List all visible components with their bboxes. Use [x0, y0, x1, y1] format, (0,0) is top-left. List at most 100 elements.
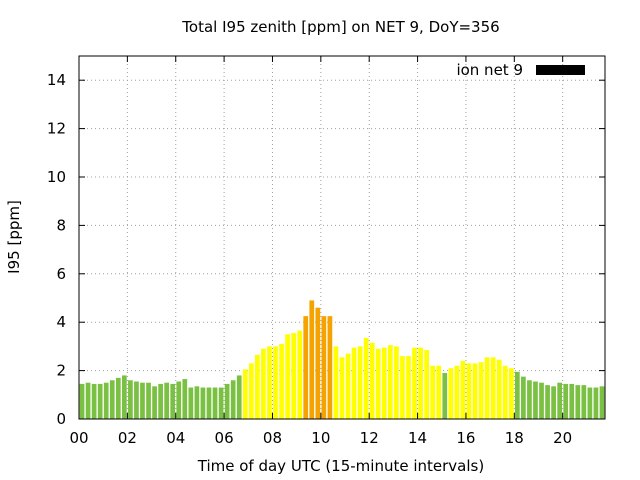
- x-tick-label: 04: [166, 429, 185, 447]
- bar: [448, 368, 454, 419]
- bar: [581, 385, 587, 419]
- bar: [508, 368, 514, 419]
- bar: [242, 369, 248, 419]
- bar: [97, 383, 103, 419]
- legend: ion net 9: [456, 61, 585, 79]
- bar: [460, 360, 466, 419]
- y-tick-label: 14: [47, 71, 66, 89]
- bar: [291, 333, 296, 419]
- legend-label: ion net 9: [456, 61, 523, 79]
- bar: [394, 346, 399, 419]
- bar: [339, 357, 345, 419]
- x-tick-label: 16: [456, 429, 475, 447]
- bar: [91, 383, 97, 419]
- y-tick-label: 0: [56, 410, 66, 428]
- y-axis-label: I95 [ppm]: [5, 200, 23, 274]
- bar: [442, 373, 448, 419]
- bar: [400, 356, 405, 419]
- bar: [200, 387, 206, 419]
- x-axis-label: Time of day UTC (15-minute intervals): [197, 457, 484, 475]
- bar: [563, 383, 569, 419]
- bar: [418, 347, 423, 419]
- bar: [158, 383, 163, 419]
- bar: [375, 348, 381, 419]
- bar: [218, 387, 224, 419]
- y-tick-label: 2: [56, 362, 66, 380]
- bar: [188, 387, 194, 419]
- bar: [527, 380, 532, 419]
- bar: [267, 346, 272, 419]
- bar: [128, 380, 133, 419]
- bar: [502, 365, 508, 419]
- bar: [575, 385, 581, 419]
- bar: [261, 348, 266, 419]
- bar: [321, 316, 327, 419]
- bar: [182, 379, 188, 419]
- bar: [557, 382, 563, 419]
- bar: [134, 381, 139, 419]
- bar: [490, 357, 496, 419]
- bar: [351, 347, 357, 419]
- bar: [115, 377, 121, 419]
- grid: [79, 56, 605, 419]
- bar: [412, 347, 417, 419]
- bar: [248, 363, 254, 419]
- x-tick-label: 10: [311, 429, 330, 447]
- y-tick-label: 8: [56, 216, 66, 234]
- bar: [406, 356, 411, 419]
- bar: [309, 300, 315, 419]
- bar: [303, 316, 309, 419]
- legend-swatch: [536, 65, 585, 75]
- bar: [514, 371, 520, 419]
- bar: [109, 380, 115, 419]
- bar: [569, 383, 575, 419]
- bar: [478, 362, 484, 419]
- bar: [327, 316, 333, 419]
- bar: [121, 375, 127, 419]
- bar: [152, 386, 157, 419]
- bar: [484, 357, 490, 419]
- y-tick-label: 12: [47, 120, 66, 138]
- bar: [533, 381, 538, 419]
- bar: [599, 386, 605, 419]
- y-tick-label: 10: [47, 168, 66, 186]
- x-tick-label: 20: [553, 429, 572, 447]
- bar: [230, 380, 236, 419]
- bar: [333, 346, 339, 419]
- bar: [279, 343, 284, 419]
- y-tick-label: 4: [56, 313, 66, 331]
- bar: [388, 345, 393, 419]
- bar: [273, 346, 278, 419]
- bar: [545, 385, 550, 419]
- bar: [164, 382, 170, 419]
- bar: [236, 375, 242, 419]
- plot-frame: [78, 55, 606, 420]
- bar: [285, 334, 290, 419]
- bar: [472, 363, 478, 419]
- bar: [170, 383, 176, 419]
- x-tick-label: 08: [263, 429, 282, 447]
- bar: [206, 387, 212, 419]
- x-tick-label: 18: [505, 429, 524, 447]
- bar: [345, 353, 351, 419]
- bar: [357, 346, 363, 419]
- bar: [466, 363, 472, 419]
- bar: [369, 342, 375, 419]
- y-tick-label: 6: [56, 265, 66, 283]
- bar: [146, 382, 151, 419]
- bar: [454, 365, 460, 419]
- bar: [521, 376, 526, 419]
- bar: [496, 359, 502, 419]
- bar: [539, 382, 544, 419]
- bar: [587, 387, 593, 419]
- bar: [255, 354, 260, 419]
- bar: [85, 382, 91, 419]
- bar: [436, 365, 442, 419]
- bar: [79, 383, 85, 419]
- x-tick-label: 06: [215, 429, 234, 447]
- bar: [424, 350, 430, 419]
- bar: [363, 337, 369, 419]
- bar: [381, 347, 387, 419]
